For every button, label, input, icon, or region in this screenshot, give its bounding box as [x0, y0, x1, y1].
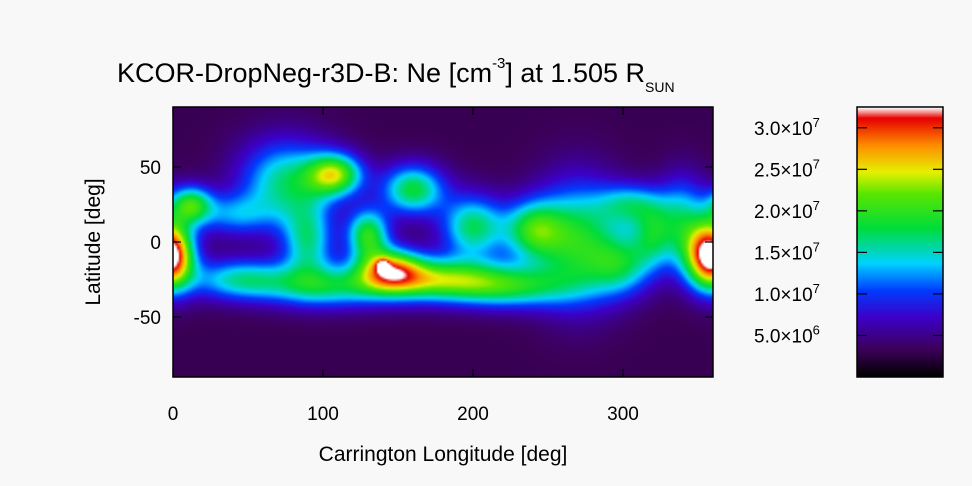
colorbar-tick-label: 2.0×107 — [754, 198, 820, 223]
colorbar-tick-label: 3.0×107 — [754, 115, 820, 140]
colorbar-gradient — [857, 107, 943, 377]
y-tick-label: 50 — [140, 158, 161, 179]
y-tick-label: -50 — [134, 308, 161, 329]
y-axis: 50 0 -50 — [134, 158, 713, 329]
colorbar-tick-label: 5.0×106 — [754, 322, 820, 347]
colorbar-tick-label: 1.5×107 — [754, 239, 820, 264]
x-tick-label: 300 — [607, 404, 639, 425]
colorbar-ticks: 3.0×107 2.5×107 2.0×107 1.5×107 1.0×107 5.0×1… — [754, 115, 943, 347]
x-tick-label: 0 — [168, 404, 179, 425]
chart-title: KCOR-DropNeg-r3D-B: Ne [cm-3] at 1.505 R… — [117, 55, 675, 96]
x-axis: 0 100 200 300 — [168, 107, 639, 425]
colorbar-tick-label: 1.0×107 — [754, 281, 820, 306]
title-subscript: SUN — [645, 79, 675, 96]
x-tick-label: 100 — [307, 404, 339, 425]
colorbar-tick-label: 2.5×107 — [754, 156, 820, 181]
x-tick-label: 200 — [457, 404, 489, 425]
y-axis-label: Latitude [deg] — [82, 178, 105, 305]
x-axis-label: Carrington Longitude [deg] — [319, 443, 568, 466]
density-map — [173, 107, 713, 377]
colorbar-frame — [856, 106, 944, 378]
y-tick-label: 0 — [150, 233, 161, 254]
title-exponent: -3 — [492, 55, 506, 72]
